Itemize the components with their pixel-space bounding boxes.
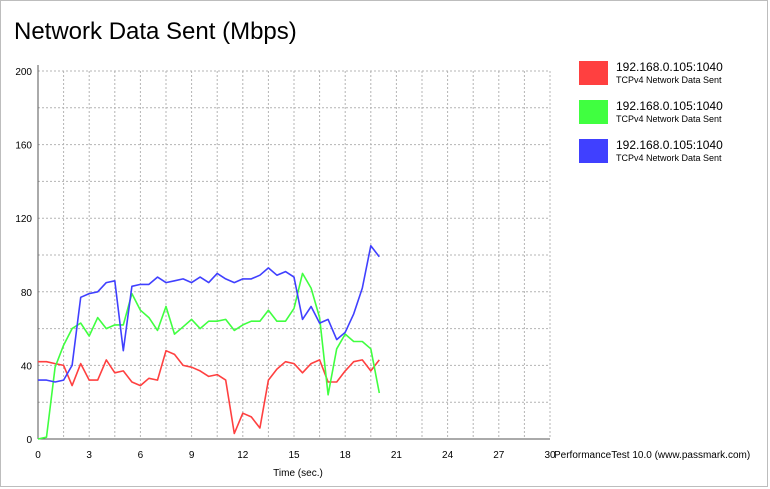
legend-swatch-green (579, 100, 608, 124)
x-tick-label: 0 (35, 450, 41, 461)
legend-series-name: 192.168.0.105:1040 (616, 60, 723, 74)
x-tick-label: 6 (138, 450, 144, 461)
y-tick-label: 160 (15, 141, 32, 152)
y-tick-label: 80 (21, 288, 33, 299)
legend-swatch-blue (579, 139, 608, 163)
series-line-2 (37, 272, 381, 440)
x-tick-label: 24 (442, 450, 454, 461)
x-tick-label: 15 (288, 450, 300, 461)
x-tick-label: 21 (391, 450, 403, 461)
legend-series-name: 192.168.0.105:1040 (616, 99, 723, 113)
series-line-1 (38, 349, 380, 435)
y-tick-label: 200 (15, 67, 32, 78)
legend-series-name: 192.168.0.105:1040 (616, 138, 723, 152)
legend-series-sublabel: TCPv4 Network Data Sent (616, 75, 722, 85)
y-tick-label: 40 (21, 361, 33, 372)
x-tick-label: 3 (86, 450, 92, 461)
chart-title: Network Data Sent (Mbps) (14, 18, 297, 45)
credit-text: PerformanceTest 10.0 (www.passmark.com) (554, 450, 751, 461)
x-tick-label: 12 (237, 450, 249, 461)
legend-swatch-red (579, 61, 608, 85)
series-line-3 (38, 245, 380, 383)
x-axis-label: Time (sec.) (273, 468, 323, 479)
x-tick-label: 18 (340, 450, 352, 461)
x-tick-label: 9 (189, 450, 195, 461)
x-tick-label: 30 (544, 450, 556, 461)
y-tick-label: 120 (15, 214, 32, 225)
y-tick-label: 0 (26, 435, 32, 446)
legend-series-sublabel: TCPv4 Network Data Sent (616, 114, 722, 124)
x-tick-label: 27 (493, 450, 505, 461)
legend-series-sublabel: TCPv4 Network Data Sent (616, 153, 722, 163)
